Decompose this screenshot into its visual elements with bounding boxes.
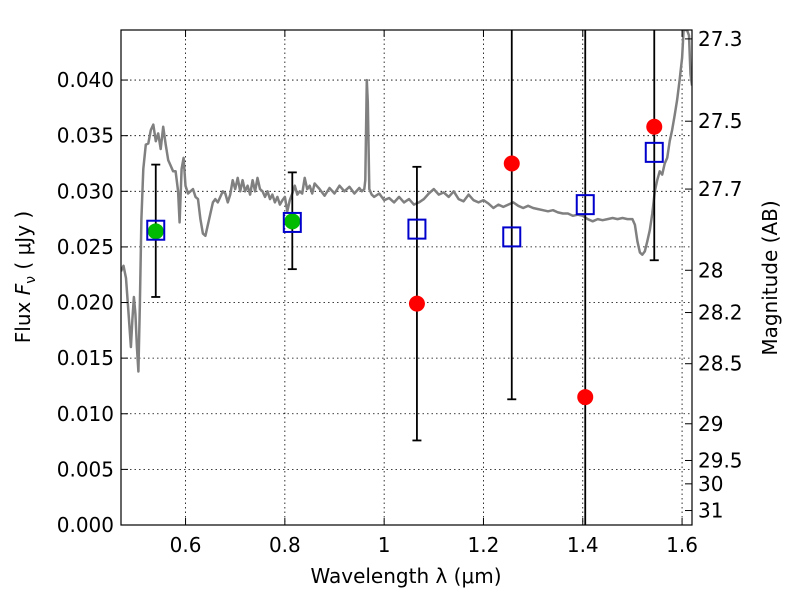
right-tick-label: 30 <box>698 472 723 496</box>
right-tick-label: 29 <box>698 412 723 436</box>
y-tick-label: 0.015 <box>57 346 114 370</box>
plot-area <box>121 30 692 373</box>
x-tick-label: 1.2 <box>468 533 500 557</box>
y-axis-label-right: Magnitude (AB) <box>758 200 782 355</box>
model-photometry-square <box>644 141 664 163</box>
red-data-point <box>577 389 594 406</box>
model-photometry-square <box>575 194 595 216</box>
y-tick-label: 0.035 <box>57 124 114 148</box>
right-tick-label: 28 <box>698 258 723 282</box>
right-tick-label: 31 <box>698 499 723 523</box>
red-data-point <box>503 155 520 172</box>
x-tick-label: 0.6 <box>170 533 202 557</box>
red-data-point <box>646 118 663 135</box>
right-tick-label: 28.5 <box>698 352 743 376</box>
model-photometry-square <box>502 226 522 248</box>
right-tick-label: 29.5 <box>698 448 743 472</box>
red-data-point <box>408 295 425 312</box>
model-photometry-square <box>146 219 166 241</box>
y-tick-label: 0.040 <box>57 68 114 92</box>
x-tick-label: 1.6 <box>666 533 698 557</box>
x-tick-label: 1 <box>378 533 391 557</box>
right-tick-label: 28.2 <box>698 301 743 325</box>
y-tick-label: 0.025 <box>57 235 114 259</box>
model-photometry-square <box>407 218 427 240</box>
y-tick-label: 0.030 <box>57 179 114 203</box>
y-tick-label: 0.010 <box>57 402 114 426</box>
y-tick-label: 0.020 <box>57 291 114 315</box>
axes: 0.6 0.8 1 1.2 1.4 1.6 0.000 0.005 0.010 0.015 0.02… <box>57 27 743 557</box>
x-tick-label: 1.4 <box>567 533 599 557</box>
y-tick-label: 0.000 <box>57 513 114 537</box>
right-tick-label: 27.3 <box>698 27 743 51</box>
x-axis-label: Wavelength λ (μm) <box>310 564 501 588</box>
spectrum-line <box>121 30 692 373</box>
x-tick-label: 0.8 <box>269 533 301 557</box>
y-axis-label-left: Flux Fν ( μJy ) <box>11 211 39 343</box>
right-tick-label: 27.5 <box>698 109 743 133</box>
right-tick-label: 27.7 <box>698 177 743 201</box>
green-data-point <box>284 213 301 230</box>
green-data-point <box>147 223 164 240</box>
plot-frame <box>120 29 693 526</box>
model-photometry-square <box>282 211 302 233</box>
y-tick-label: 0.005 <box>57 457 114 481</box>
markers <box>146 118 664 406</box>
